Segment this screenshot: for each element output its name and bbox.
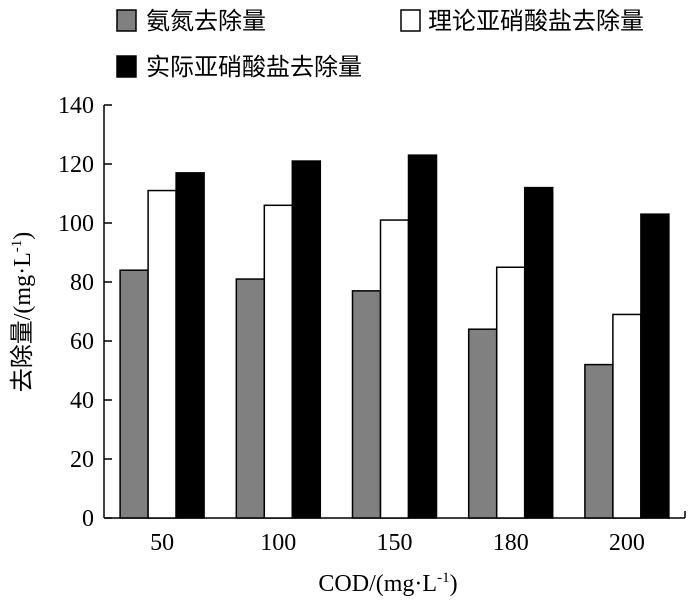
y-tick-label: 60: [70, 329, 94, 355]
bar-series-1-150: [379, 219, 410, 519]
y-axis-ticks: 0 20 40 60 80 100 120 140: [58, 93, 112, 532]
y-tick-label: 0: [82, 506, 94, 532]
legend-label-series-1: 理论亚硝酸盐去除量: [428, 7, 644, 35]
y-axis-title-end: ): [10, 232, 36, 240]
x-axis-ticks: 50 100 150 180 200: [150, 511, 686, 556]
x-tick-label: 100: [260, 530, 296, 556]
bar-series-1-180: [495, 266, 526, 519]
bar-series-0-50: [119, 269, 149, 519]
y-tick-label: 120: [58, 152, 94, 178]
bar-series-1-200: [612, 313, 642, 519]
legend-label-series-0: 氨氮去除量: [146, 7, 266, 35]
x-tick-label: 150: [377, 530, 413, 556]
bar-series-2-100: [291, 160, 322, 519]
bar-marks: [119, 154, 670, 519]
x-axis-title-end: ): [450, 571, 458, 597]
y-tick-label: 20: [70, 447, 94, 473]
bar-series-2-180: [523, 186, 554, 519]
y-tick-label: 140: [58, 93, 94, 119]
x-axis-title: COD/(mg·L-1): [318, 570, 457, 597]
x-tick-label: 180: [493, 530, 529, 556]
y-tick-label: 100: [58, 211, 94, 237]
y-tick-label: 40: [70, 388, 94, 414]
bar-series-2-200: [640, 213, 670, 519]
y-axis-title: 去除量/(mg·L-1): [9, 232, 36, 392]
x-tick-label: 50: [150, 530, 174, 556]
y-tick-label: 80: [70, 270, 94, 296]
bar-series-2-50: [175, 172, 205, 519]
bar-series-1-100: [263, 204, 294, 519]
bar-series-0-180: [467, 328, 498, 519]
x-tick-label: 200: [609, 530, 645, 556]
legend-label-series-2: 实际亚硝酸盐去除量: [146, 53, 362, 81]
bar-series-0-200: [584, 363, 614, 519]
bar-series-2-150: [407, 154, 438, 519]
bar-series-0-100: [235, 278, 266, 519]
legend: 氨氮去除量 理论亚硝酸盐去除量 实际亚硝酸盐去除量: [116, 7, 644, 81]
bar-series-0-150: [351, 290, 382, 519]
y-axis-title-sup: -1: [9, 240, 25, 253]
legend-swatch-series-2: [116, 55, 137, 78]
bar-series-1-50: [147, 189, 177, 519]
legend-swatch-series-0: [116, 9, 137, 32]
legend-swatch-series-1: [400, 9, 421, 32]
x-axis-title-sup: -1: [437, 570, 450, 586]
